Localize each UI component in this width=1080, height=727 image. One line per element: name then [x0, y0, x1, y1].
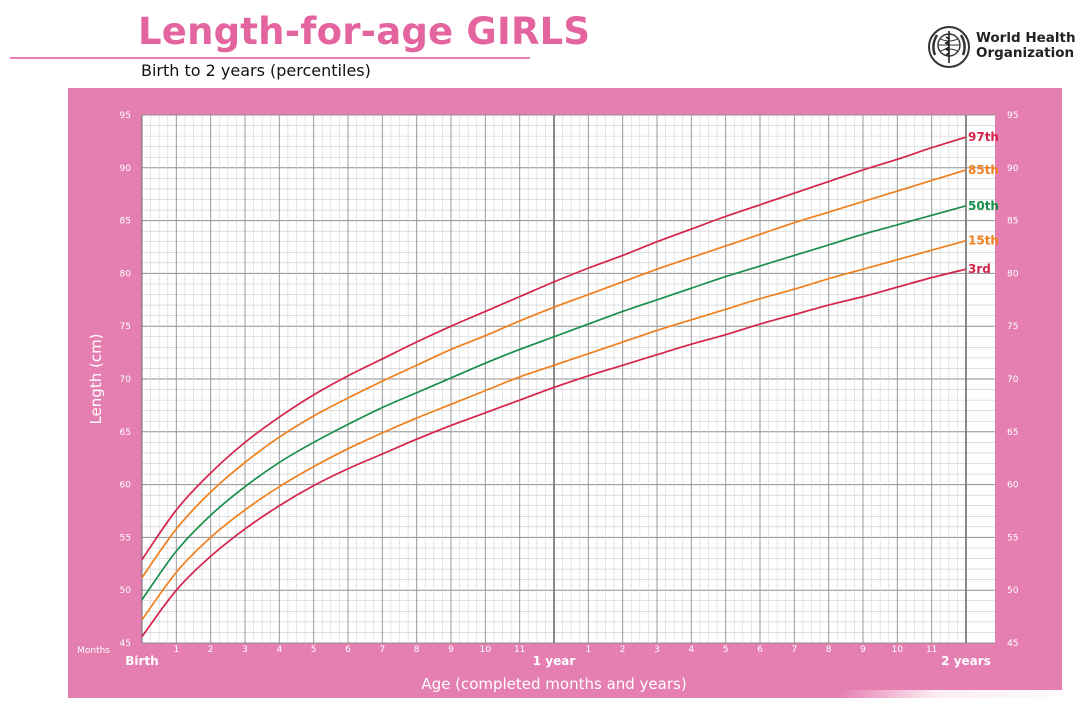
x-tick-label: 2: [208, 645, 214, 655]
percentile-label-85th: 85th: [968, 163, 999, 177]
who-wordmark: World Health Organization: [976, 31, 1076, 61]
percentile-curve-50th: [141, 205, 967, 601]
y-tick-label-left: 50: [120, 586, 132, 596]
who-name-line1: World Health: [976, 30, 1076, 46]
x-tick-label: Birth: [125, 654, 158, 668]
x-tick-label: 3: [654, 645, 660, 655]
y-tick-label-left: 80: [120, 269, 132, 279]
x-tick-label: 1 year: [533, 654, 576, 668]
percentile-curve-97th: [141, 136, 967, 561]
y-tick-label-right: 90: [1007, 164, 1019, 174]
corner-fade: [840, 690, 1080, 727]
x-tick-label: 10: [892, 645, 904, 655]
x-tick-label: 7: [379, 645, 385, 655]
x-tick-label: 1: [173, 645, 179, 655]
x-tick-label: 3: [242, 645, 248, 655]
y-tick-label-right: 65: [1007, 428, 1018, 438]
y-tick-label-left: 85: [120, 217, 131, 227]
percentile-curve-15th: [141, 239, 967, 621]
x-unit-label: Months: [77, 646, 110, 656]
y-tick-label-right: 55: [1007, 533, 1018, 543]
y-tick-label-right: 85: [1007, 217, 1018, 227]
x-tick-label: 6: [757, 645, 763, 655]
who-name-line2: Organization: [976, 45, 1075, 61]
percentile-label-97th: 97th: [968, 130, 999, 144]
y-tick-label-left: 75: [120, 322, 131, 332]
percentile-label-50th: 50th: [968, 199, 999, 213]
y-tick-label-right: 45: [1007, 639, 1018, 649]
percentile-label-15th: 15th: [968, 234, 999, 248]
y-tick-label-right: 95: [1007, 111, 1018, 121]
y-tick-label-left: 45: [120, 639, 131, 649]
who-emblem-icon: [928, 26, 970, 68]
x-tick-label: 2 years: [941, 654, 991, 668]
x-tick-label: 4: [688, 645, 694, 655]
x-tick-label: 2: [620, 645, 626, 655]
x-tick-label: 8: [414, 645, 420, 655]
x-tick-label: 10: [480, 645, 492, 655]
x-tick-label: 11: [926, 645, 937, 655]
y-tick-label-right: 60: [1007, 481, 1019, 491]
x-tick-label: 6: [345, 645, 351, 655]
x-axis-title: Age (completed months and years): [421, 675, 686, 693]
percentile-curve-85th: [141, 169, 967, 579]
chart-panel: 97th 85th 50th 15th 3rd 45 45 50 50 55 55 60 60 65 65 7…: [68, 88, 1062, 698]
y-tick-label-right: 80: [1007, 269, 1019, 279]
y-tick-label-left: 95: [120, 111, 131, 121]
title-rule: [10, 57, 530, 59]
x-tick-label: 9: [860, 645, 866, 655]
x-tick-label: 5: [311, 645, 317, 655]
x-tick-label: 8: [826, 645, 832, 655]
y-tick-label-left: 65: [120, 428, 131, 438]
y-tick-label-left: 55: [120, 533, 131, 543]
y-tick-label-left: 60: [120, 481, 132, 491]
x-tick-label: 9: [448, 645, 454, 655]
who-logo-block: World Health Organization: [925, 24, 1076, 72]
y-tick-label-right: 75: [1007, 322, 1018, 332]
percentile-curve-3rd: [141, 268, 967, 638]
y-axis-title: Length (cm): [87, 333, 105, 424]
chart-subtitle: Birth to 2 years (percentiles): [141, 61, 371, 80]
y-tick-label-right: 50: [1007, 586, 1019, 596]
x-tick-label: 4: [276, 645, 282, 655]
chart-title: Length-for-age GIRLS: [138, 10, 591, 53]
x-tick-label: 11: [514, 645, 525, 655]
x-tick-label: 7: [791, 645, 797, 655]
percentile-label-3rd: 3rd: [968, 262, 991, 276]
y-tick-label-left: 90: [120, 164, 132, 174]
y-tick-label-left: 70: [120, 375, 132, 385]
x-tick-label: 1: [585, 645, 591, 655]
y-tick-label-right: 70: [1007, 375, 1019, 385]
x-tick-label: 5: [723, 645, 729, 655]
